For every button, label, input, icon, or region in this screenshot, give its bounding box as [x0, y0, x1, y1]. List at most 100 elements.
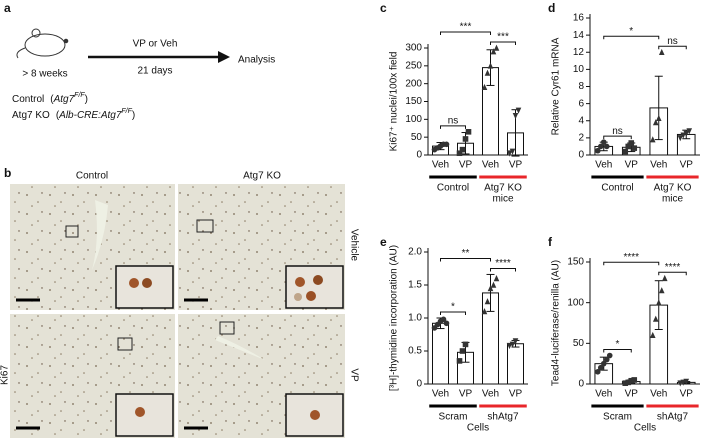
- significance-label: ns: [612, 126, 623, 137]
- x-axis-label: Cells: [467, 423, 489, 434]
- data-point: [625, 143, 632, 150]
- y-axis-label: Relative Cyr61 mRNA: [551, 37, 562, 135]
- data-point: [649, 331, 656, 338]
- data-point: [622, 148, 629, 155]
- panel-label: d: [548, 1, 555, 15]
- data-point: [628, 140, 635, 146]
- x-tick-label: Veh: [595, 389, 612, 400]
- stain-label: Ki67: [0, 365, 11, 385]
- y-tick-label: 150: [567, 257, 584, 268]
- data-point: [484, 298, 491, 305]
- x-axis-label: Cells: [634, 423, 656, 434]
- data-point: [493, 44, 500, 51]
- data-point: [594, 369, 601, 375]
- x-tick-label: Veh: [650, 389, 667, 400]
- data-point: [484, 69, 491, 76]
- x-tick-label: Veh: [482, 389, 499, 400]
- paren: ): [132, 110, 135, 121]
- x-tick-label: VP: [680, 160, 694, 171]
- data-point: [652, 119, 659, 126]
- significance-label: *: [451, 302, 455, 313]
- data-point: [509, 148, 516, 155]
- y-tick-label: 0.5: [408, 346, 422, 357]
- y-tick-label: 200: [405, 78, 422, 89]
- data-point: [649, 136, 656, 143]
- data-point: [462, 341, 469, 348]
- significance-label: **: [462, 248, 470, 259]
- significance-bracket: [440, 31, 491, 35]
- bar: [432, 322, 449, 385]
- bar: [507, 343, 524, 385]
- mouse-icon: [16, 28, 69, 59]
- data-point: [459, 146, 466, 153]
- y-tick-label: 0: [416, 150, 422, 161]
- data-point: [658, 287, 665, 294]
- y-axis-label: Ki67⁺ nuclei/100x field: [389, 52, 400, 152]
- paren: (: [50, 94, 54, 105]
- arrow-head: [218, 51, 230, 63]
- data-point: [440, 316, 447, 323]
- group-label: Scram: [603, 412, 632, 423]
- y-axis-label: Tead4-luciferase/renilla (AU): [551, 260, 562, 386]
- significance-label: ***: [497, 32, 509, 43]
- group-label: Control: [601, 183, 633, 194]
- group-label: shAtg7: [487, 412, 519, 423]
- group-label: Control: [437, 183, 469, 194]
- y-axis-label: [³H]-thymidine incorporation (AU): [389, 245, 400, 391]
- data-point: [680, 132, 687, 139]
- significance-label: *: [616, 339, 620, 350]
- panel-label: b: [4, 166, 11, 180]
- significance-label: ***: [460, 22, 472, 33]
- significance-label: ****: [495, 258, 511, 269]
- data-point: [600, 360, 607, 367]
- significance-label: ****: [665, 262, 681, 273]
- significance-bracket: [440, 257, 491, 262]
- y-tick-label: 1.5: [408, 280, 422, 291]
- significance-bracket: [490, 267, 516, 272]
- data-point: [493, 275, 500, 282]
- significance-label: ns: [448, 115, 459, 126]
- y-tick-label: 4: [578, 115, 584, 126]
- data-point: [603, 143, 610, 150]
- y-tick-label: 1.0: [408, 313, 422, 324]
- row-label: VP: [348, 368, 359, 382]
- y-tick-label: 6: [578, 98, 584, 109]
- micrograph: [178, 184, 345, 310]
- column-label: Control: [76, 171, 108, 182]
- data-point: [606, 352, 613, 359]
- group-name: Atg7 KO: [12, 110, 50, 121]
- data-point: [597, 143, 604, 150]
- data-point: [677, 135, 684, 142]
- y-tick-label: 100: [567, 297, 584, 308]
- data-point: [512, 338, 519, 345]
- y-tick-label: 16: [573, 13, 585, 24]
- significance-bracket: [658, 271, 687, 276]
- y-tick-label: 0: [578, 150, 584, 161]
- paren: ): [85, 94, 88, 105]
- data-point: [594, 147, 601, 154]
- x-tick-label: VP: [625, 160, 639, 171]
- data-point: [481, 308, 488, 315]
- gene: Alb-CRE:Atg7: [58, 110, 122, 121]
- y-tick-label: 12: [573, 47, 585, 58]
- row-label: Vehicle: [348, 229, 359, 262]
- data-point: [443, 141, 450, 148]
- x-tick-label: VP: [459, 389, 473, 400]
- significance-bracket: [440, 125, 466, 129]
- data-point: [631, 145, 638, 151]
- micrograph: [10, 184, 175, 310]
- significance-bracket: [440, 311, 466, 315]
- y-tick-label: 300: [405, 43, 422, 54]
- x-tick-label: Veh: [432, 160, 449, 171]
- data-point: [459, 348, 466, 354]
- y-tick-label: 14: [573, 30, 585, 41]
- data-point: [506, 150, 513, 157]
- significance-bracket: [603, 135, 632, 140]
- data-point: [658, 48, 665, 56]
- endpoint-label: Analysis: [238, 55, 275, 66]
- y-tick-label: 0: [578, 379, 584, 390]
- micrograph: [178, 314, 345, 438]
- duration-label: 21 days: [137, 66, 172, 77]
- panel-label: a: [4, 1, 11, 15]
